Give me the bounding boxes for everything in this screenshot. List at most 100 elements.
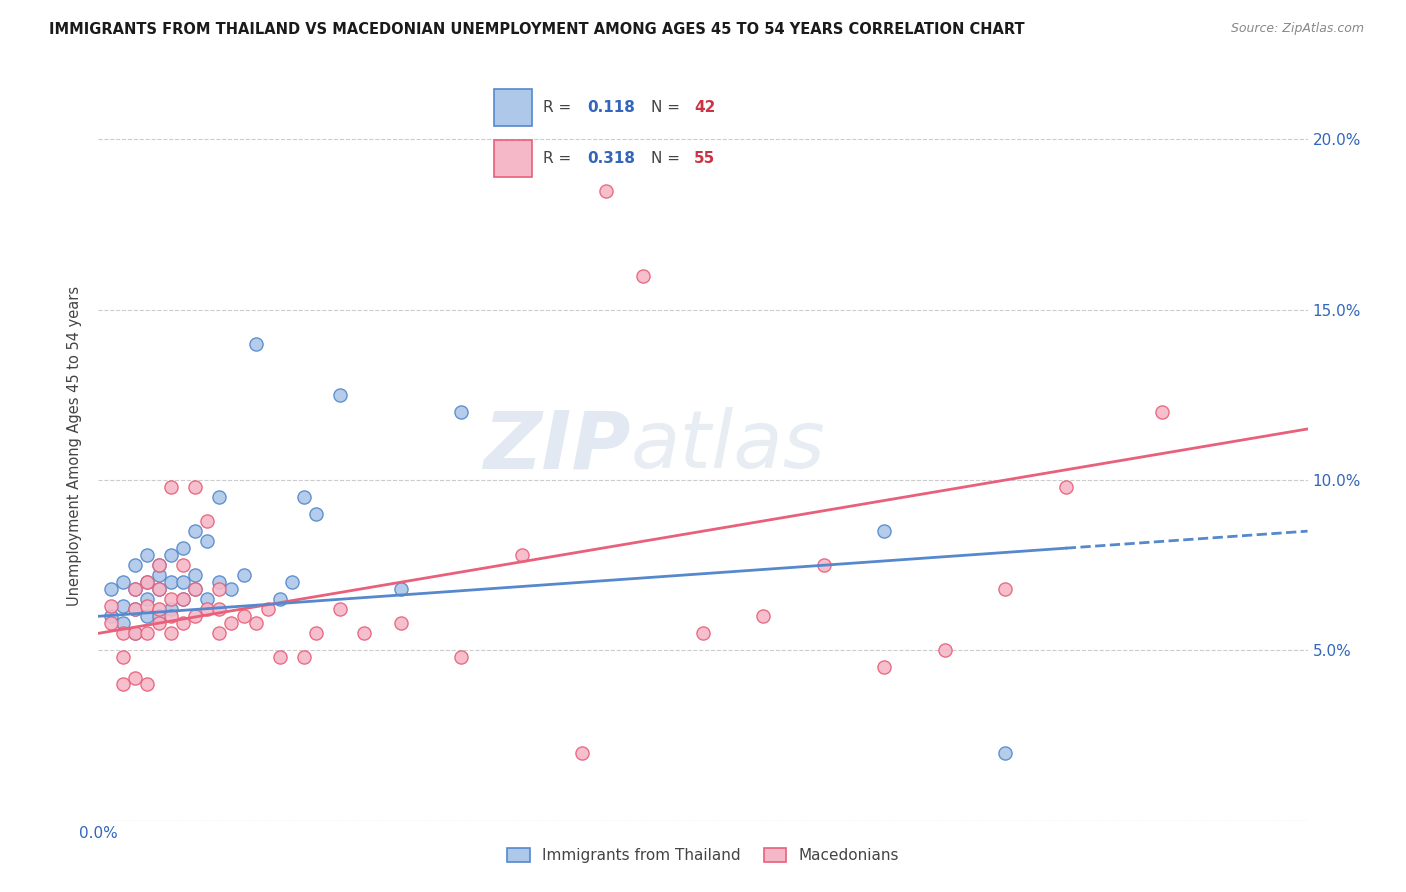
Point (195, 514, 218, 528)
Point (148, 609, 170, 624)
Point (124, 558, 146, 573)
Point (100, 609, 122, 624)
Point (124, 582, 146, 596)
Point (208, 575, 231, 590)
Point (172, 558, 194, 573)
Point (292, 650, 315, 665)
Point (269, 592, 291, 607)
Point (510, 548, 533, 562)
Point (124, 671, 146, 685)
Point (292, 490, 315, 504)
Point (172, 541, 194, 556)
Point (135, 575, 157, 590)
Point (184, 524, 207, 538)
Point (160, 480, 183, 494)
Point (232, 568, 254, 582)
Point (100, 616, 122, 631)
Point (184, 568, 207, 582)
Point (124, 626, 146, 640)
Point (100, 599, 122, 613)
Point (389, 616, 412, 631)
Point (245, 336, 267, 351)
Point (124, 582, 146, 596)
Point (135, 592, 157, 607)
Text: atlas: atlas (630, 407, 825, 485)
Point (692, 626, 714, 640)
Point (184, 609, 207, 624)
Point (111, 677, 134, 691)
Point (160, 602, 183, 616)
Point (135, 575, 157, 590)
Point (124, 626, 146, 640)
Point (631, 268, 654, 283)
Point (934, 643, 956, 657)
Point (135, 609, 157, 624)
Point (124, 602, 146, 616)
Text: ZIP: ZIP (484, 407, 630, 485)
Point (184, 582, 207, 596)
Point (135, 626, 157, 640)
Point (172, 616, 194, 631)
Point (305, 626, 328, 640)
Point (256, 602, 278, 616)
Point (111, 616, 134, 631)
Point (160, 626, 183, 640)
Point (124, 602, 146, 616)
Point (111, 599, 134, 613)
Point (450, 405, 472, 419)
Point (195, 534, 218, 549)
Point (111, 575, 134, 590)
Y-axis label: Unemployment Among Ages 45 to 54 years: Unemployment Among Ages 45 to 54 years (67, 286, 83, 606)
Point (195, 592, 218, 607)
Point (232, 609, 254, 624)
Point (208, 490, 231, 504)
Point (172, 592, 194, 607)
Point (813, 558, 835, 573)
Point (148, 558, 170, 573)
Point (160, 592, 183, 607)
Point (994, 746, 1017, 760)
Point (208, 602, 231, 616)
Point (329, 388, 352, 402)
Point (269, 650, 291, 665)
Point (873, 524, 896, 538)
Point (208, 582, 231, 596)
Point (111, 626, 134, 640)
Point (135, 548, 157, 562)
Point (595, 184, 617, 198)
Text: IMMIGRANTS FROM THAILAND VS MACEDONIAN UNEMPLOYMENT AMONG AGES 45 TO 54 YEARS CO: IMMIGRANTS FROM THAILAND VS MACEDONIAN U… (49, 22, 1025, 37)
Point (1152, 405, 1174, 419)
Point (221, 582, 243, 596)
Point (135, 599, 157, 613)
Point (148, 582, 170, 596)
Point (160, 548, 183, 562)
Point (389, 582, 412, 596)
Point (172, 575, 194, 590)
Point (245, 616, 267, 631)
Point (135, 677, 157, 691)
Point (172, 592, 194, 607)
Point (148, 558, 170, 573)
Point (752, 609, 775, 624)
Point (208, 626, 231, 640)
Point (184, 582, 207, 596)
Point (111, 650, 134, 665)
Point (281, 575, 304, 590)
Point (160, 575, 183, 590)
Point (450, 650, 472, 665)
Point (148, 616, 170, 631)
Text: Source: ZipAtlas.com: Source: ZipAtlas.com (1230, 22, 1364, 36)
Point (305, 507, 328, 521)
Point (184, 480, 207, 494)
Point (329, 602, 352, 616)
Point (195, 602, 218, 616)
Legend: Immigrants from Thailand, Macedonians: Immigrants from Thailand, Macedonians (501, 841, 905, 869)
Point (100, 582, 122, 596)
Point (571, 746, 593, 760)
Point (160, 609, 183, 624)
Point (148, 582, 170, 596)
Point (353, 626, 375, 640)
Point (994, 582, 1017, 596)
Point (1054, 480, 1077, 494)
Point (148, 568, 170, 582)
